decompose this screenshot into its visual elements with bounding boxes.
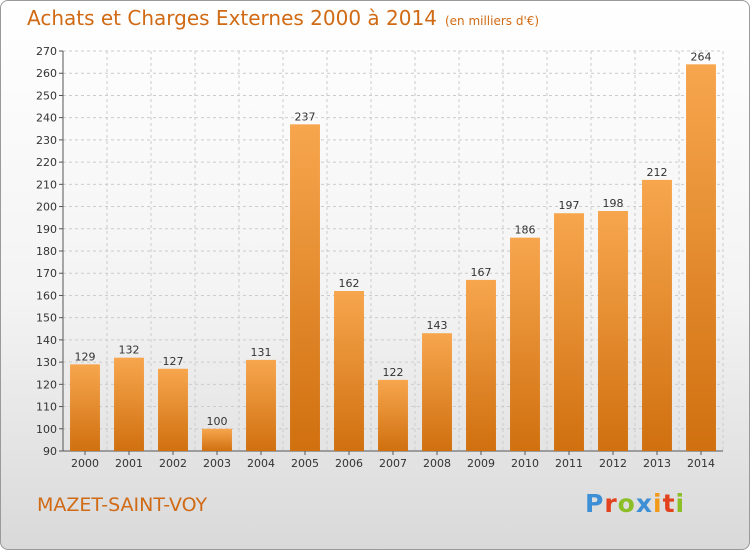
x-tick-label: 2005 xyxy=(291,457,319,470)
logo-letter: i xyxy=(675,489,686,518)
y-tick-label: 250 xyxy=(36,89,57,102)
bar xyxy=(686,64,716,452)
y-tick-label: 160 xyxy=(36,289,57,302)
bar xyxy=(70,364,100,451)
chart-title-line: Achats et Charges Externes 2000 à 2014 (e… xyxy=(27,6,539,30)
y-tick-label: 100 xyxy=(36,423,57,436)
y-tick-label: 260 xyxy=(36,67,57,80)
x-tick-label: 2002 xyxy=(159,457,187,470)
data-label: 132 xyxy=(119,344,140,357)
logo-letter: x xyxy=(635,489,653,518)
data-label: 129 xyxy=(75,350,96,363)
x-tick-label: 2001 xyxy=(115,457,143,470)
x-tick-label: 2004 xyxy=(247,457,275,470)
y-tick-label: 210 xyxy=(36,178,57,191)
data-label: 131 xyxy=(251,346,272,359)
data-label: 100 xyxy=(207,415,228,428)
data-label: 264 xyxy=(691,50,712,63)
x-tick-label: 2014 xyxy=(687,457,715,470)
x-tick-label: 2007 xyxy=(379,457,407,470)
data-label: 186 xyxy=(515,224,536,237)
logo-letter: o xyxy=(617,489,636,518)
bar xyxy=(554,213,584,451)
logo-letter: i xyxy=(653,489,663,518)
proxiti-logo[interactable]: Proxiti xyxy=(585,489,685,518)
x-tick-label: 2009 xyxy=(467,457,495,470)
data-label: 237 xyxy=(295,110,316,123)
bar xyxy=(642,179,672,451)
y-tick-label: 170 xyxy=(36,267,57,280)
y-tick-label: 220 xyxy=(36,156,57,169)
bar xyxy=(114,357,144,451)
x-tick-label: 2008 xyxy=(423,457,451,470)
bar xyxy=(466,279,496,451)
y-tick-label: 230 xyxy=(36,134,57,147)
bar xyxy=(158,368,188,451)
data-label: 212 xyxy=(647,166,668,179)
data-label: 162 xyxy=(339,277,360,290)
bar xyxy=(334,291,364,451)
y-tick-label: 270 xyxy=(36,45,57,58)
x-tick-label: 2013 xyxy=(643,457,671,470)
bar xyxy=(510,237,540,451)
town-name: MAZET-SAINT-VOY xyxy=(37,494,208,516)
logo-letter: P xyxy=(585,489,605,518)
bar xyxy=(422,333,452,451)
data-labels: 129 132 127 100 131 237 162 122 143 167 186 197 198 2… xyxy=(75,50,712,427)
logo-letter: t xyxy=(662,489,676,518)
x-tick-label: 2000 xyxy=(71,457,99,470)
logo-letter: r xyxy=(604,489,618,518)
bar xyxy=(202,428,232,451)
axes: 90 100 110 120 130 140 150 160 170 180 190 200 210 22… xyxy=(36,45,723,470)
bars xyxy=(70,64,716,452)
y-tick-label: 140 xyxy=(36,334,57,347)
y-tick-label: 180 xyxy=(36,245,57,258)
x-tick-label: 2006 xyxy=(335,457,363,470)
data-label: 197 xyxy=(559,199,580,212)
data-label: 122 xyxy=(383,366,404,379)
y-tick-label: 150 xyxy=(36,312,57,325)
bar xyxy=(378,379,408,451)
data-label: 127 xyxy=(163,355,184,368)
y-tick-label: 190 xyxy=(36,223,57,236)
x-tick-label: 2011 xyxy=(555,457,583,470)
y-tick-label: 200 xyxy=(36,201,57,214)
chart-unit: (en milliers d'€) xyxy=(444,14,540,28)
x-tick-label: 2010 xyxy=(511,457,539,470)
bar xyxy=(290,124,320,451)
y-tick-label: 110 xyxy=(36,401,57,414)
x-tick-label: 2003 xyxy=(203,457,231,470)
data-label: 167 xyxy=(471,266,492,279)
y-tick-label: 240 xyxy=(36,112,57,125)
x-tick-label: 2012 xyxy=(599,457,627,470)
y-tick-label: 120 xyxy=(36,378,57,391)
data-label: 198 xyxy=(603,197,624,210)
data-label: 143 xyxy=(427,319,448,332)
bar xyxy=(598,211,628,451)
bar xyxy=(246,359,276,451)
y-tick-label: 130 xyxy=(36,356,57,369)
y-tick-label: 90 xyxy=(43,445,57,458)
chart-title: Achats et Charges Externes 2000 à 2014 xyxy=(27,6,437,30)
